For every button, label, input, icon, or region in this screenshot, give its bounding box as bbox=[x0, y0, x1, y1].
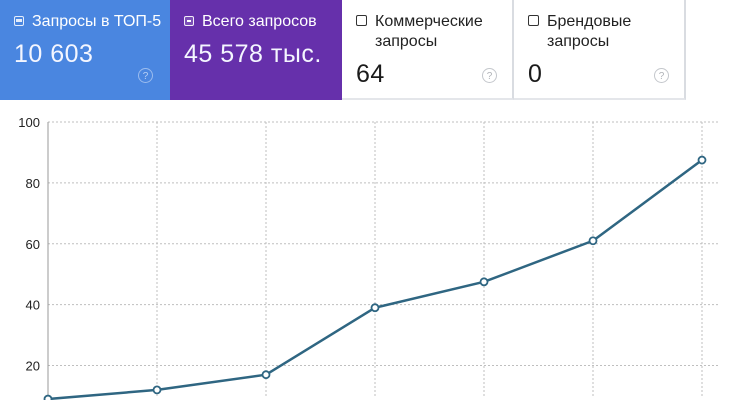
data-point bbox=[152, 385, 162, 395]
card-total-header: Всего запросов bbox=[184, 12, 317, 32]
image-icon bbox=[14, 16, 24, 26]
card-top5[interactable]: Запросы в ТОП-5 10 603 ? bbox=[0, 0, 170, 100]
card-commercial-label-line1: Коммерческие bbox=[375, 13, 483, 30]
card-top5-value: 10 603 bbox=[14, 40, 94, 68]
checkbox-icon[interactable] bbox=[356, 15, 367, 26]
card-commercial[interactable]: Коммерческие запросы 64 ? bbox=[342, 0, 514, 100]
stats-cards: Запросы в ТОП-5 10 603 ? Всего запросов … bbox=[0, 0, 730, 100]
data-point bbox=[261, 370, 271, 380]
card-brand[interactable]: Брендовые запросы 0 ? bbox=[514, 0, 686, 100]
card-brand-label: Брендовые запросы bbox=[547, 12, 631, 52]
card-brand-value: 0 bbox=[528, 60, 543, 88]
card-commercial-label: Коммерческие запросы bbox=[375, 12, 483, 52]
card-commercial-header: Коммерческие запросы bbox=[356, 12, 483, 52]
data-point bbox=[43, 394, 53, 400]
card-brand-header: Брендовые запросы bbox=[528, 12, 631, 52]
card-top5-header: Запросы в ТОП-5 bbox=[14, 12, 161, 32]
help-icon[interactable]: ? bbox=[654, 68, 669, 83]
card-brand-label-line1: Брендовые bbox=[547, 13, 632, 30]
data-point bbox=[697, 155, 707, 165]
y-tick-label: 60 bbox=[26, 237, 40, 252]
y-tick-label: 40 bbox=[26, 298, 40, 313]
y-tick-label: 100 bbox=[18, 115, 40, 130]
help-icon[interactable]: ? bbox=[138, 68, 153, 83]
card-commercial-value: 64 bbox=[356, 60, 385, 88]
card-commercial-label-line2: запросы bbox=[375, 33, 438, 50]
card-total-label: Всего запросов bbox=[202, 13, 317, 30]
data-point bbox=[479, 277, 489, 287]
y-tick-label: 80 bbox=[26, 176, 40, 191]
line-chart: 100 80 60 40 20 bbox=[18, 115, 718, 400]
data-point bbox=[588, 236, 598, 246]
y-tick-label: 20 bbox=[26, 359, 40, 374]
card-total[interactable]: Всего запросов 45 578 тыс. ? bbox=[170, 0, 497, 100]
help-icon[interactable]: ? bbox=[482, 68, 497, 83]
card-total-value: 45 578 тыс. bbox=[184, 40, 322, 68]
card-brand-label-line2: запросы bbox=[547, 33, 610, 50]
card-top5-label: Запросы в ТОП-5 bbox=[32, 13, 162, 30]
minus-box-icon bbox=[184, 16, 194, 26]
data-point bbox=[370, 303, 380, 313]
checkbox-icon[interactable] bbox=[528, 15, 539, 26]
